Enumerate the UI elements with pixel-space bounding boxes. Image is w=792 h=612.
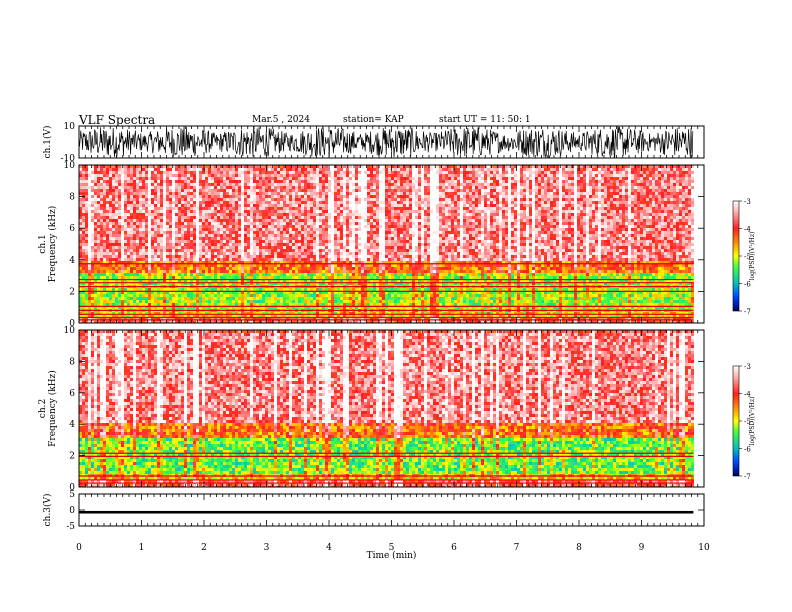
y-tick-label: 6 [69,224,75,234]
station-label: station= KAP [343,115,404,125]
x-axis-label: Time (min) [367,550,417,561]
spectrogram-3 [79,330,694,487]
y-tick-label: 8 [69,357,75,367]
y-axis-label: ch.1 [38,234,48,253]
colorbar-tick-label: -6 [744,281,751,289]
y-tick-label: 5 [69,490,75,500]
x-tick-label: 7 [514,543,520,553]
spectrogram-2 [79,165,694,323]
y-tick-label: 10 [64,161,76,171]
ch1-waveform-trace [78,126,694,159]
y-tick-label: 4 [69,420,75,430]
x-tick-label: 0 [76,543,82,553]
colorbar-label: log(PSD)(V²/Hz) [749,397,756,446]
colorbar-tick-label: -3 [744,363,751,371]
colorbar-2 [732,200,740,312]
y-tick-label: 0 [69,506,75,516]
x-tick-label: 8 [576,543,582,553]
y-tick-label: 6 [69,389,75,399]
y-axis-label: ch.1(V) [42,126,53,159]
y-tick-label: 10 [64,326,76,336]
y-axis-label: Frequency (kHz) [47,206,58,283]
colorbar-tick-label: -5 [744,253,751,261]
colorbar-tick-label: -7 [744,308,751,316]
y-axis-label: ch.2 [38,399,48,418]
x-tick-label: 6 [451,543,457,553]
y-axis-label: ch.3(V) [42,494,53,527]
y-tick-label: 0 [69,319,75,329]
colorbar-tick-label: -5 [744,418,751,426]
y-tick-label: 2 [69,452,75,462]
y-tick-label: 2 [69,287,75,297]
x-tick-label: 2 [201,543,207,553]
y-tick-label: 8 [69,193,75,203]
colorbar-tick-label: -4 [744,226,751,234]
colorbar-tick-label: -6 [744,446,751,454]
y-tick-label: 4 [69,256,75,266]
colorbar-tick-label: -7 [744,473,751,481]
x-tick-label: 1 [139,543,145,553]
y-tick-label: 10 [64,122,76,132]
y-axis-label: Frequency (kHz) [47,370,58,447]
ch3-waveform-trace [79,510,694,514]
x-tick-label: 10 [698,543,710,553]
chart-title: VLF Spectra [79,113,155,127]
start-ut-label: start UT = 11: 50: 1 [439,115,531,125]
x-tick-label: 5 [389,543,395,553]
x-tick-label: 3 [264,543,270,553]
y-tick-label: 0 [69,483,75,493]
x-tick-label: 9 [639,543,645,553]
x-tick-label: 4 [326,543,332,553]
date-label: Mar.5 , 2024 [252,115,310,125]
colorbar-label: log(PSD)(V²/Hz) [749,232,756,281]
y-tick-label: -10 [61,154,76,164]
colorbar-tick-label: -3 [744,198,751,206]
y-tick-label: -5 [66,522,75,532]
colorbar-tick-label: -4 [744,391,751,399]
colorbar-3 [732,365,740,477]
